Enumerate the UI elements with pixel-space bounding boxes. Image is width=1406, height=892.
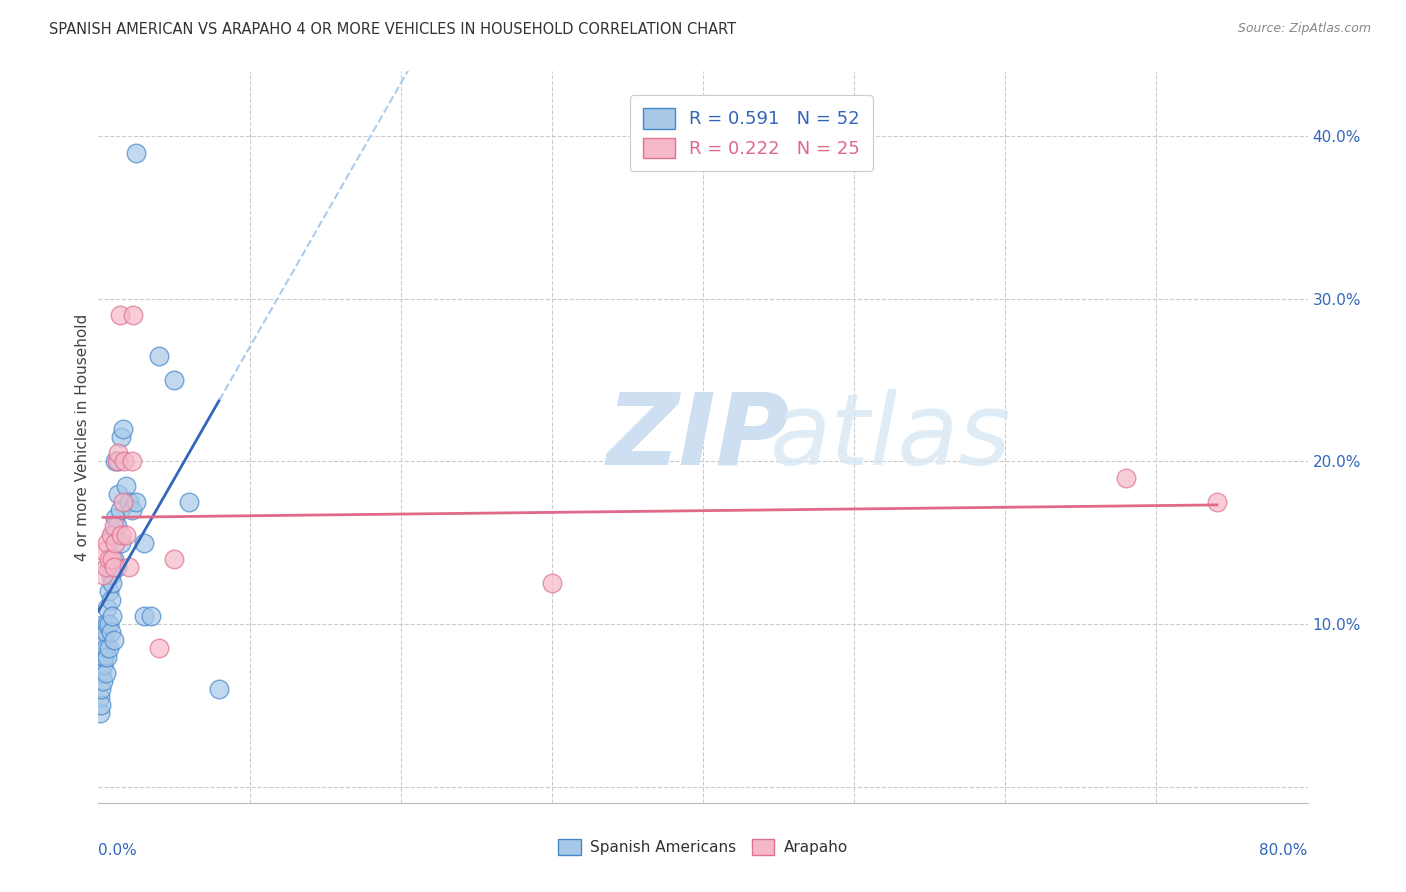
Point — [101, 527, 124, 541]
Point — [100, 592, 122, 607]
Point — [108, 503, 131, 517]
Point — [208, 681, 231, 696]
Point — [98, 584, 121, 599]
Point — [89, 690, 111, 705]
Point — [114, 527, 136, 541]
Point — [93, 617, 115, 632]
Point — [141, 608, 163, 623]
Point — [93, 633, 115, 648]
Point — [100, 625, 122, 640]
Point — [91, 673, 114, 688]
Point — [91, 649, 114, 664]
Point — [122, 308, 145, 322]
Point — [132, 608, 155, 623]
Point — [107, 446, 129, 460]
Point — [1206, 495, 1229, 509]
Point — [101, 576, 124, 591]
Point — [93, 544, 115, 558]
Point — [98, 560, 121, 574]
Legend: Spanish Americans, Arapaho: Spanish Americans, Arapaho — [553, 833, 853, 861]
Text: 0.0%: 0.0% — [98, 843, 138, 858]
Text: Source: ZipAtlas.com: Source: ZipAtlas.com — [1237, 22, 1371, 36]
Point — [91, 657, 114, 672]
Point — [96, 535, 118, 549]
Point — [94, 625, 117, 640]
Point — [108, 308, 131, 322]
Point — [90, 665, 112, 680]
Y-axis label: 4 or more Vehicles in Household: 4 or more Vehicles in Household — [75, 313, 90, 561]
Point — [107, 454, 129, 468]
Point — [98, 552, 121, 566]
Point — [110, 535, 132, 549]
Point — [91, 633, 114, 648]
Point — [118, 560, 141, 574]
Point — [103, 552, 125, 566]
Point — [105, 560, 128, 574]
Point — [90, 698, 112, 713]
Point — [100, 568, 122, 582]
Point — [96, 600, 118, 615]
Point — [103, 560, 125, 574]
Point — [110, 430, 132, 444]
Point — [125, 145, 148, 160]
Point — [111, 422, 134, 436]
Point — [163, 373, 186, 387]
Point — [118, 495, 141, 509]
Point — [148, 349, 170, 363]
Point — [110, 527, 132, 541]
Point — [104, 511, 127, 525]
Point — [98, 641, 121, 656]
Point — [96, 617, 118, 632]
Point — [105, 454, 128, 468]
Point — [125, 495, 148, 509]
Point — [103, 633, 125, 648]
Point — [89, 706, 111, 721]
Point — [179, 495, 201, 509]
Point — [104, 454, 127, 468]
Point — [101, 552, 124, 566]
Point — [98, 617, 121, 632]
Point — [103, 519, 125, 533]
Text: 80.0%: 80.0% — [1260, 843, 1308, 858]
Point — [540, 576, 562, 591]
Point — [90, 681, 112, 696]
Point — [96, 649, 118, 664]
Point — [111, 495, 134, 509]
Text: atlas: atlas — [769, 389, 1011, 485]
Point — [101, 608, 124, 623]
Text: SPANISH AMERICAN VS ARAPAHO 4 OR MORE VEHICLES IN HOUSEHOLD CORRELATION CHART: SPANISH AMERICAN VS ARAPAHO 4 OR MORE VE… — [49, 22, 737, 37]
Point — [104, 535, 127, 549]
Point — [93, 649, 115, 664]
Point — [114, 479, 136, 493]
Point — [94, 641, 117, 656]
Point — [100, 527, 122, 541]
Point — [94, 560, 117, 574]
Point — [132, 535, 155, 549]
Point — [121, 454, 143, 468]
Point — [148, 641, 170, 656]
Point — [105, 519, 128, 533]
Point — [91, 568, 114, 582]
Point — [107, 487, 129, 501]
Point — [121, 503, 143, 517]
Point — [94, 665, 117, 680]
Point — [112, 454, 135, 468]
Point — [163, 552, 186, 566]
Text: ZIP: ZIP — [606, 389, 789, 485]
Point — [1115, 471, 1137, 485]
